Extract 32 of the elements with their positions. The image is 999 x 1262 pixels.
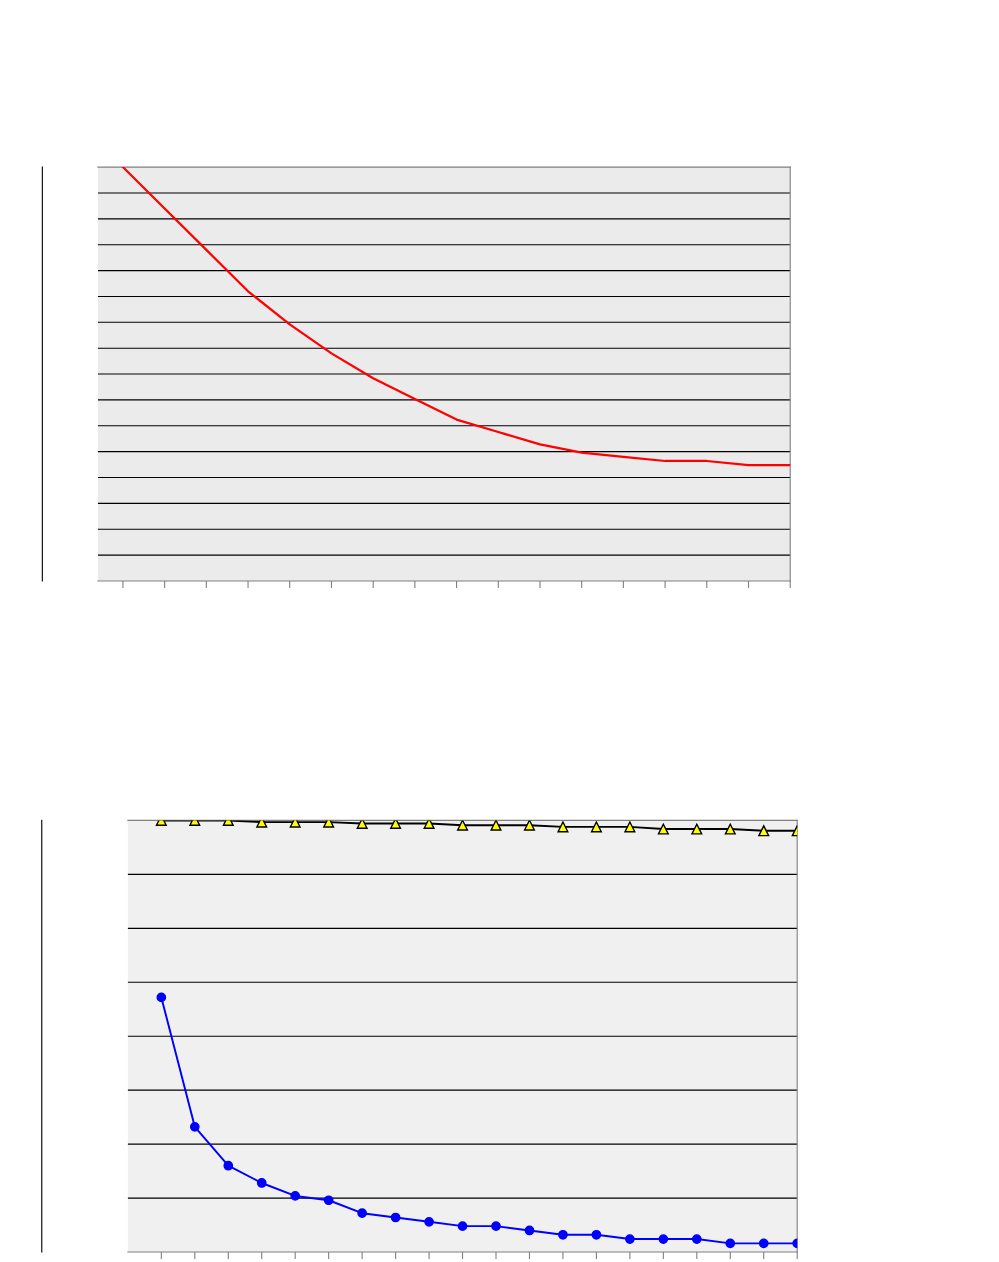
point [189,1122,200,1132]
point [724,823,736,835]
point [691,1234,702,1244]
point [591,1229,602,1240]
point [357,1208,367,1219]
point [657,823,669,835]
point [590,821,602,833]
point [658,1234,669,1244]
point [624,821,636,833]
point [223,1160,234,1171]
point [456,820,469,831]
point [524,1225,535,1236]
point [424,1216,434,1227]
point [558,1229,568,1240]
point [156,992,167,1003]
point [758,825,770,837]
point [758,1238,769,1249]
point [491,1221,501,1231]
point [691,823,703,835]
point [457,1221,468,1231]
point [390,820,402,830]
point [390,1212,401,1223]
point [423,820,435,830]
point [557,821,569,833]
point [625,1234,635,1244]
point [323,1195,334,1206]
point [725,1238,736,1249]
point [290,1191,301,1201]
point [523,820,536,831]
point [356,820,368,830]
point [490,820,502,831]
point [256,1178,267,1188]
